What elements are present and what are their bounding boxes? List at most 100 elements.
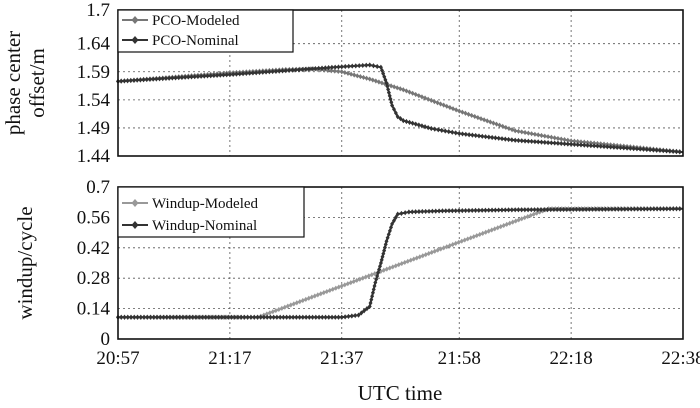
series-marker [300, 297, 305, 304]
series-marker [306, 295, 311, 301]
series-marker [549, 140, 554, 146]
series-marker [284, 314, 289, 320]
series-marker [600, 206, 605, 212]
series-marker [480, 230, 485, 236]
series-marker [277, 68, 282, 74]
series-marker [313, 65, 318, 72]
series-marker [606, 206, 611, 212]
series-marker [336, 68, 341, 75]
series-marker [476, 133, 481, 139]
series-marker [395, 85, 400, 91]
series-marker [303, 66, 308, 72]
series-marker [380, 254, 385, 260]
series-marker [151, 314, 156, 320]
series-marker [315, 292, 320, 298]
series-marker [490, 207, 495, 213]
series-marker [443, 128, 448, 134]
pco-y-tick-label: 1.64 [77, 34, 111, 55]
series-marker [349, 71, 354, 77]
series-marker [489, 227, 494, 233]
series-marker [522, 215, 527, 221]
series-marker [345, 70, 350, 76]
series-marker [494, 121, 499, 127]
series-marker [227, 71, 232, 78]
series-marker [202, 73, 207, 79]
legend-entry-label: Windup-Modeled [152, 196, 259, 212]
series-marker [160, 76, 165, 82]
series-marker [310, 66, 315, 72]
series-marker [190, 314, 195, 320]
series-marker [189, 74, 194, 80]
series-marker [578, 139, 583, 145]
series-marker [208, 73, 213, 79]
series-marker [568, 206, 573, 213]
series-marker [459, 238, 464, 244]
series-marker [641, 146, 646, 152]
series-marker [500, 123, 505, 129]
series-marker [658, 206, 663, 212]
series-marker [545, 206, 550, 213]
series-marker [264, 69, 269, 75]
series-marker [491, 120, 496, 126]
series-marker [336, 284, 341, 290]
series-marker [483, 207, 488, 213]
series-marker [575, 142, 580, 148]
x-tick-label: 22:38 [661, 348, 700, 369]
series-marker [200, 314, 205, 320]
series-marker [671, 206, 676, 212]
series-marker [572, 138, 577, 144]
windup-y-tick-label: 0.14 [77, 299, 111, 320]
series-marker [539, 139, 544, 145]
series-marker [395, 211, 400, 217]
series-marker [555, 206, 560, 213]
series-marker [575, 138, 580, 145]
series-marker [390, 264, 395, 270]
series-marker [488, 119, 493, 125]
series-marker [219, 314, 224, 320]
series-marker [271, 314, 276, 320]
series-marker [241, 71, 246, 77]
series-marker [145, 314, 150, 320]
pco-y-tick-label: 1.59 [77, 62, 110, 83]
series-marker [345, 281, 350, 287]
series-marker [423, 208, 428, 215]
series-markers-pco-modeled [116, 66, 682, 155]
series-marker [119, 314, 124, 320]
series-marker [339, 314, 344, 320]
series-marker [300, 66, 305, 73]
series-marker [539, 132, 544, 139]
series-marker [339, 283, 344, 289]
series-marker [444, 103, 449, 109]
series-marker [193, 314, 198, 320]
series-marker [463, 207, 468, 214]
series-marker [468, 235, 473, 241]
series-marker [472, 113, 477, 120]
pco-y-tick-label: 1.54 [77, 90, 111, 111]
series-marker [401, 118, 406, 124]
series-marker [447, 104, 452, 111]
series-marker [122, 78, 127, 84]
series-marker [444, 244, 449, 250]
series-marker [297, 299, 302, 305]
x-tick-label: 20:57 [96, 348, 139, 369]
windup-y-tick-label: 0.7 [86, 177, 110, 198]
series-marker [613, 206, 618, 212]
series-marker [183, 74, 188, 80]
series-marker [416, 122, 421, 128]
series-marker [218, 72, 223, 78]
series-marker [327, 287, 332, 294]
series-marker [532, 207, 537, 213]
series-marker [496, 207, 501, 213]
series-marker [410, 90, 415, 96]
series-marker [370, 290, 375, 296]
series-marker [141, 314, 146, 320]
series-marker [546, 134, 551, 140]
series-marker [435, 100, 440, 106]
series-marker [128, 314, 133, 320]
series-marker [495, 225, 500, 231]
series-marker [234, 71, 239, 77]
series-marker [473, 207, 478, 213]
series-marker [387, 265, 392, 271]
series-marker [457, 130, 462, 137]
series-marker [135, 314, 140, 320]
